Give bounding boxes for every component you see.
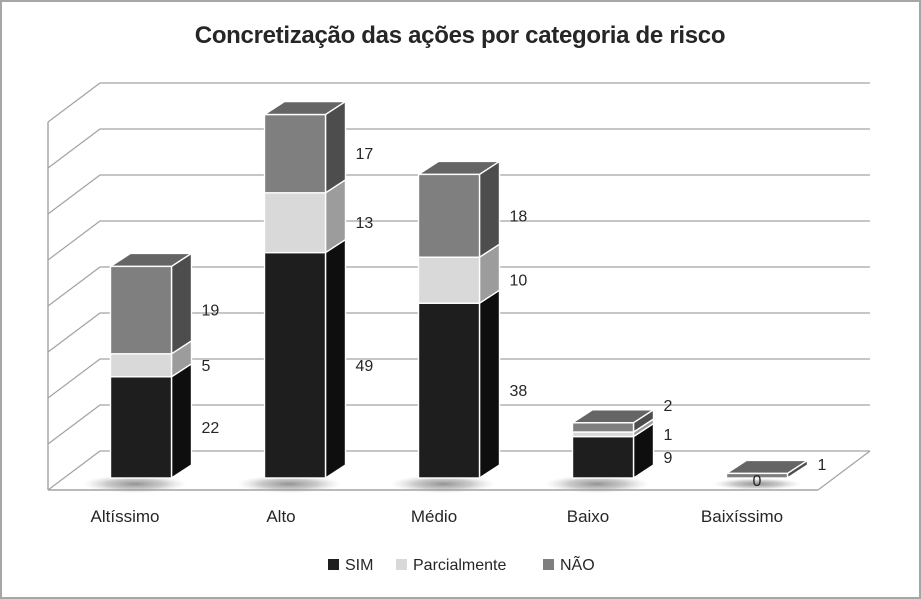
- segment-side-face: [478, 160, 501, 258]
- bar-segment-NÃO-Altíssimo: [109, 252, 193, 355]
- segment-side-face: [324, 100, 347, 194]
- value-label-Parcialmente-Altíssimo: 5: [202, 358, 211, 375]
- bar-Baixo: [545, 409, 655, 493]
- chart-title: Concretização das ações por categoria de…: [195, 22, 725, 49]
- gridline: [47, 404, 870, 445]
- category-label-alto: Alto: [266, 507, 295, 526]
- bar-segment-NÃO-Alto: [263, 100, 347, 194]
- segment-front-face: [571, 422, 635, 433]
- value-label-NÃO-Médio: 18: [510, 208, 528, 225]
- category-axis: Altíssimo Alto Médio Baixo Baixíssimo: [91, 507, 784, 526]
- bar-Alto: [237, 100, 347, 493]
- legend-label-nao: NÃO: [560, 554, 595, 574]
- gridline: [47, 128, 870, 169]
- segment-front-face: [417, 302, 481, 479]
- value-label-Parcialmente-Médio: 10: [510, 273, 528, 290]
- segment-front-face: [725, 472, 789, 479]
- bar-shadow: [237, 475, 341, 493]
- value-label-SIM-Alto: 49: [356, 358, 374, 375]
- gridline: [47, 82, 870, 123]
- gridline: [47, 174, 870, 215]
- legend-item-sim: SIM: [328, 557, 373, 574]
- gridline: [47, 358, 870, 399]
- category-label-altissimo: Altíssimo: [91, 507, 160, 526]
- segment-front-face: [263, 251, 327, 479]
- bar-segment-SIM-Altíssimo: [109, 363, 193, 479]
- bar-segment-NÃO-Médio: [417, 160, 501, 258]
- segment-front-face: [109, 265, 173, 355]
- bar-segment-NÃO-Baixo: [571, 409, 655, 433]
- value-labels: 22 5 19 49 13 17 38 10 18 9 1 2 0 1: [202, 146, 827, 490]
- bar-segment-SIM-Alto: [263, 238, 347, 479]
- segment-front-face: [109, 353, 173, 378]
- value-label-NÃO-Baixo: 2: [664, 398, 673, 415]
- gridline: [47, 220, 870, 261]
- legend: SIM Parcialmente NÃO: [328, 554, 595, 574]
- bar-shadow: [391, 475, 495, 493]
- value-label-SIM-Baixo: 9: [664, 450, 673, 467]
- segment-front-face: [263, 113, 327, 194]
- value-label-NÃO-Altíssimo: 19: [202, 303, 220, 320]
- segment-side-face: [170, 363, 193, 479]
- bar-Médio: [391, 160, 501, 493]
- legend-swatch-parcialmente-icon: [396, 559, 407, 570]
- gridlines: [47, 82, 871, 491]
- category-label-baixissimo: Baixíssimo: [701, 507, 783, 526]
- segment-side-face: [170, 252, 193, 355]
- bar-shadow: [83, 475, 187, 493]
- gridline: [47, 312, 870, 353]
- segment-front-face: [417, 256, 481, 304]
- gridline: [47, 266, 870, 307]
- value-label-Parcialmente-Baixo: 1: [664, 427, 673, 444]
- value-label-SIM-Baixíssimo: 0: [753, 473, 762, 490]
- legend-label-sim: SIM: [345, 557, 373, 574]
- legend-swatch-nao-icon: [543, 559, 554, 570]
- floor-right-edge: [817, 450, 871, 491]
- value-label-SIM-Médio: 38: [510, 383, 528, 400]
- legend-item-nao: NÃO: [543, 554, 595, 574]
- legend-swatch-sim-icon: [328, 559, 339, 570]
- bar-Baixíssimo: [713, 459, 809, 490]
- bar-Altíssimo: [83, 252, 193, 493]
- segment-side-face: [324, 238, 347, 479]
- legend-label-parcialmente: Parcialmente: [413, 557, 506, 574]
- category-label-medio: Médio: [411, 507, 457, 526]
- segment-front-face: [263, 192, 327, 254]
- segment-front-face: [109, 376, 173, 479]
- segment-front-face: [571, 435, 635, 479]
- segment-front-face: [417, 173, 481, 258]
- category-label-baixo: Baixo: [567, 507, 610, 526]
- value-label-SIM-Altíssimo: 22: [202, 420, 220, 437]
- bars: [83, 100, 809, 493]
- value-label-NÃO-Baixíssimo: 1: [818, 457, 827, 474]
- value-label-NÃO-Alto: 17: [356, 146, 374, 163]
- bar-shadow: [545, 475, 649, 493]
- bar-segment-NÃO-Baixíssimo: [725, 459, 809, 479]
- value-label-Parcialmente-Alto: 13: [356, 215, 374, 232]
- segment-side-face: [478, 289, 501, 479]
- bar-segment-SIM-Médio: [417, 289, 501, 479]
- legend-item-parcialmente: Parcialmente: [396, 557, 506, 574]
- bar-shadow: [713, 478, 801, 490]
